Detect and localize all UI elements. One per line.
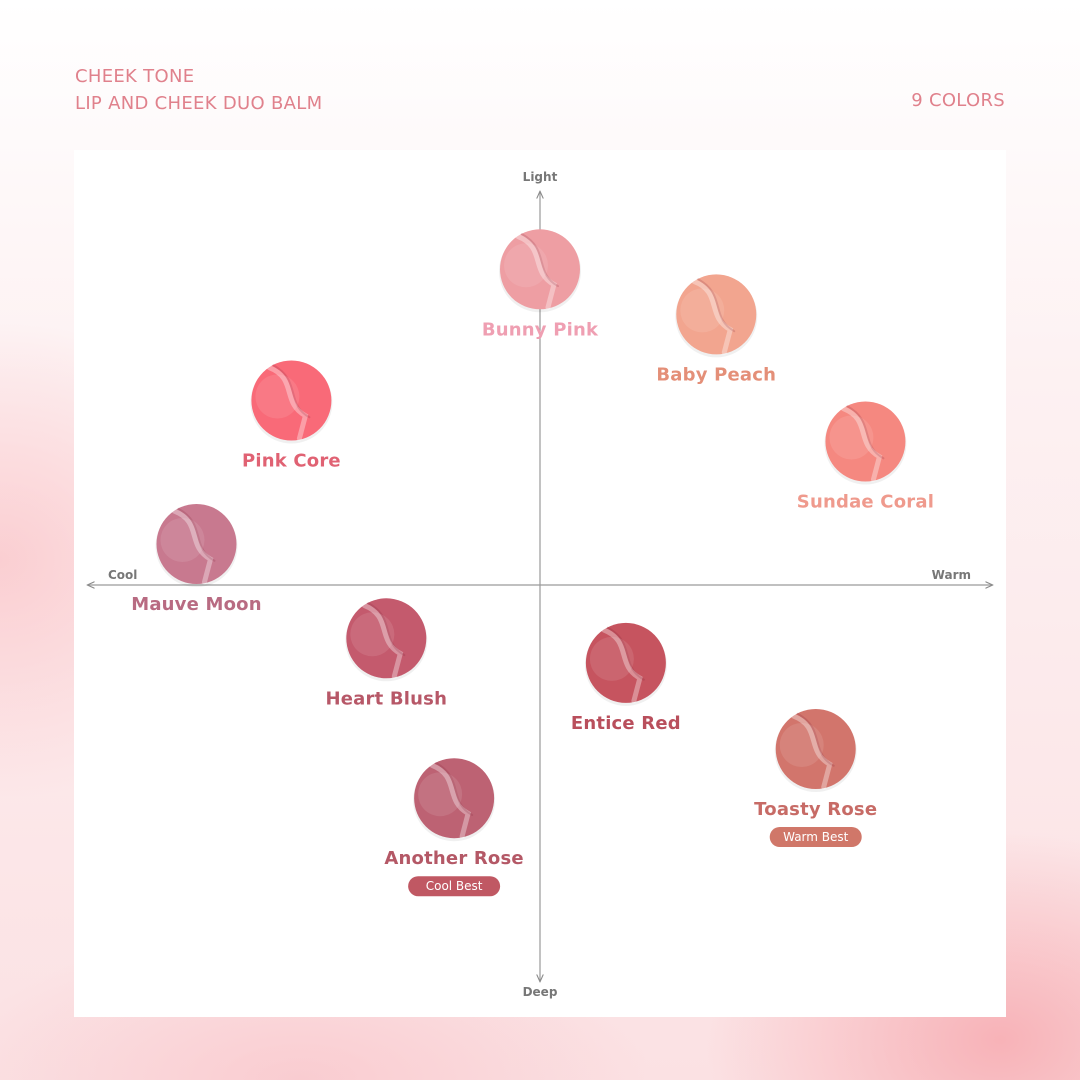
swatch-toasty-rose: Toasty Rose Warm Best [754, 709, 877, 847]
chart-panel: Light Deep Cool Warm Bunny Pink Baby Peach Su… [74, 150, 1006, 1017]
swatch-circle [825, 401, 906, 482]
header-title-block: CHEEK TONE LIP AND CHEEK DUO BALM [75, 63, 322, 117]
shade-label-another-rose: Another Rose [384, 848, 523, 869]
swatch-circle [251, 360, 332, 441]
shade-label-pink-core: Pink Core [242, 451, 341, 472]
swatch-baby-peach: Baby Peach [656, 274, 776, 385]
shade-label-bunny-pink: Bunny Pink [482, 319, 599, 340]
swatch-entice-red: Entice Red [571, 622, 681, 734]
best-badge-label: Cool Best [426, 879, 483, 893]
shade-label-mauve-moon: Mauve Moon [131, 594, 262, 615]
shade-label-entice-red: Entice Red [571, 713, 681, 734]
shade-label-toasty-rose: Toasty Rose [754, 799, 877, 820]
swatch-circle [775, 709, 856, 789]
header-line-1: CHEEK TONE [75, 66, 195, 87]
swatch-another-rose: Another Rose Cool Best [384, 758, 524, 897]
swatch-mauve-moon: Mauve Moon [131, 504, 262, 615]
swatch-circle [585, 622, 666, 703]
swatch-circle [346, 598, 427, 679]
color-count: 9 COLORS [911, 90, 1005, 111]
swatch-sundae-coral: Sundae Coral [797, 401, 934, 513]
swatch-circle [414, 758, 495, 839]
swatch-circle [500, 229, 580, 310]
tone-chart: Light Deep Cool Warm Bunny Pink Baby Peach Su… [74, 170, 1006, 999]
shade-label-sundae-coral: Sundae Coral [797, 492, 934, 513]
axis-label-cool: Cool [108, 568, 137, 582]
header-line-2: LIP AND CHEEK DUO BALM [75, 93, 323, 114]
shade-label-baby-peach: Baby Peach [656, 364, 776, 385]
swatch-heart-blush: Heart Blush [326, 598, 448, 709]
axis-label-light: Light [523, 170, 558, 184]
swatch-bunny-pink: Bunny Pink [482, 229, 599, 340]
swatch-circle [156, 504, 237, 584]
shade-label-heart-blush: Heart Blush [326, 688, 448, 709]
swatch-circle [676, 274, 757, 355]
best-badge [769, 827, 862, 847]
best-badge [408, 876, 501, 897]
swatch-pink-core: Pink Core [242, 360, 341, 472]
axis-label-deep: Deep [523, 985, 558, 999]
best-badge-label: Warm Best [783, 830, 849, 844]
axis-label-warm: Warm [932, 568, 971, 582]
